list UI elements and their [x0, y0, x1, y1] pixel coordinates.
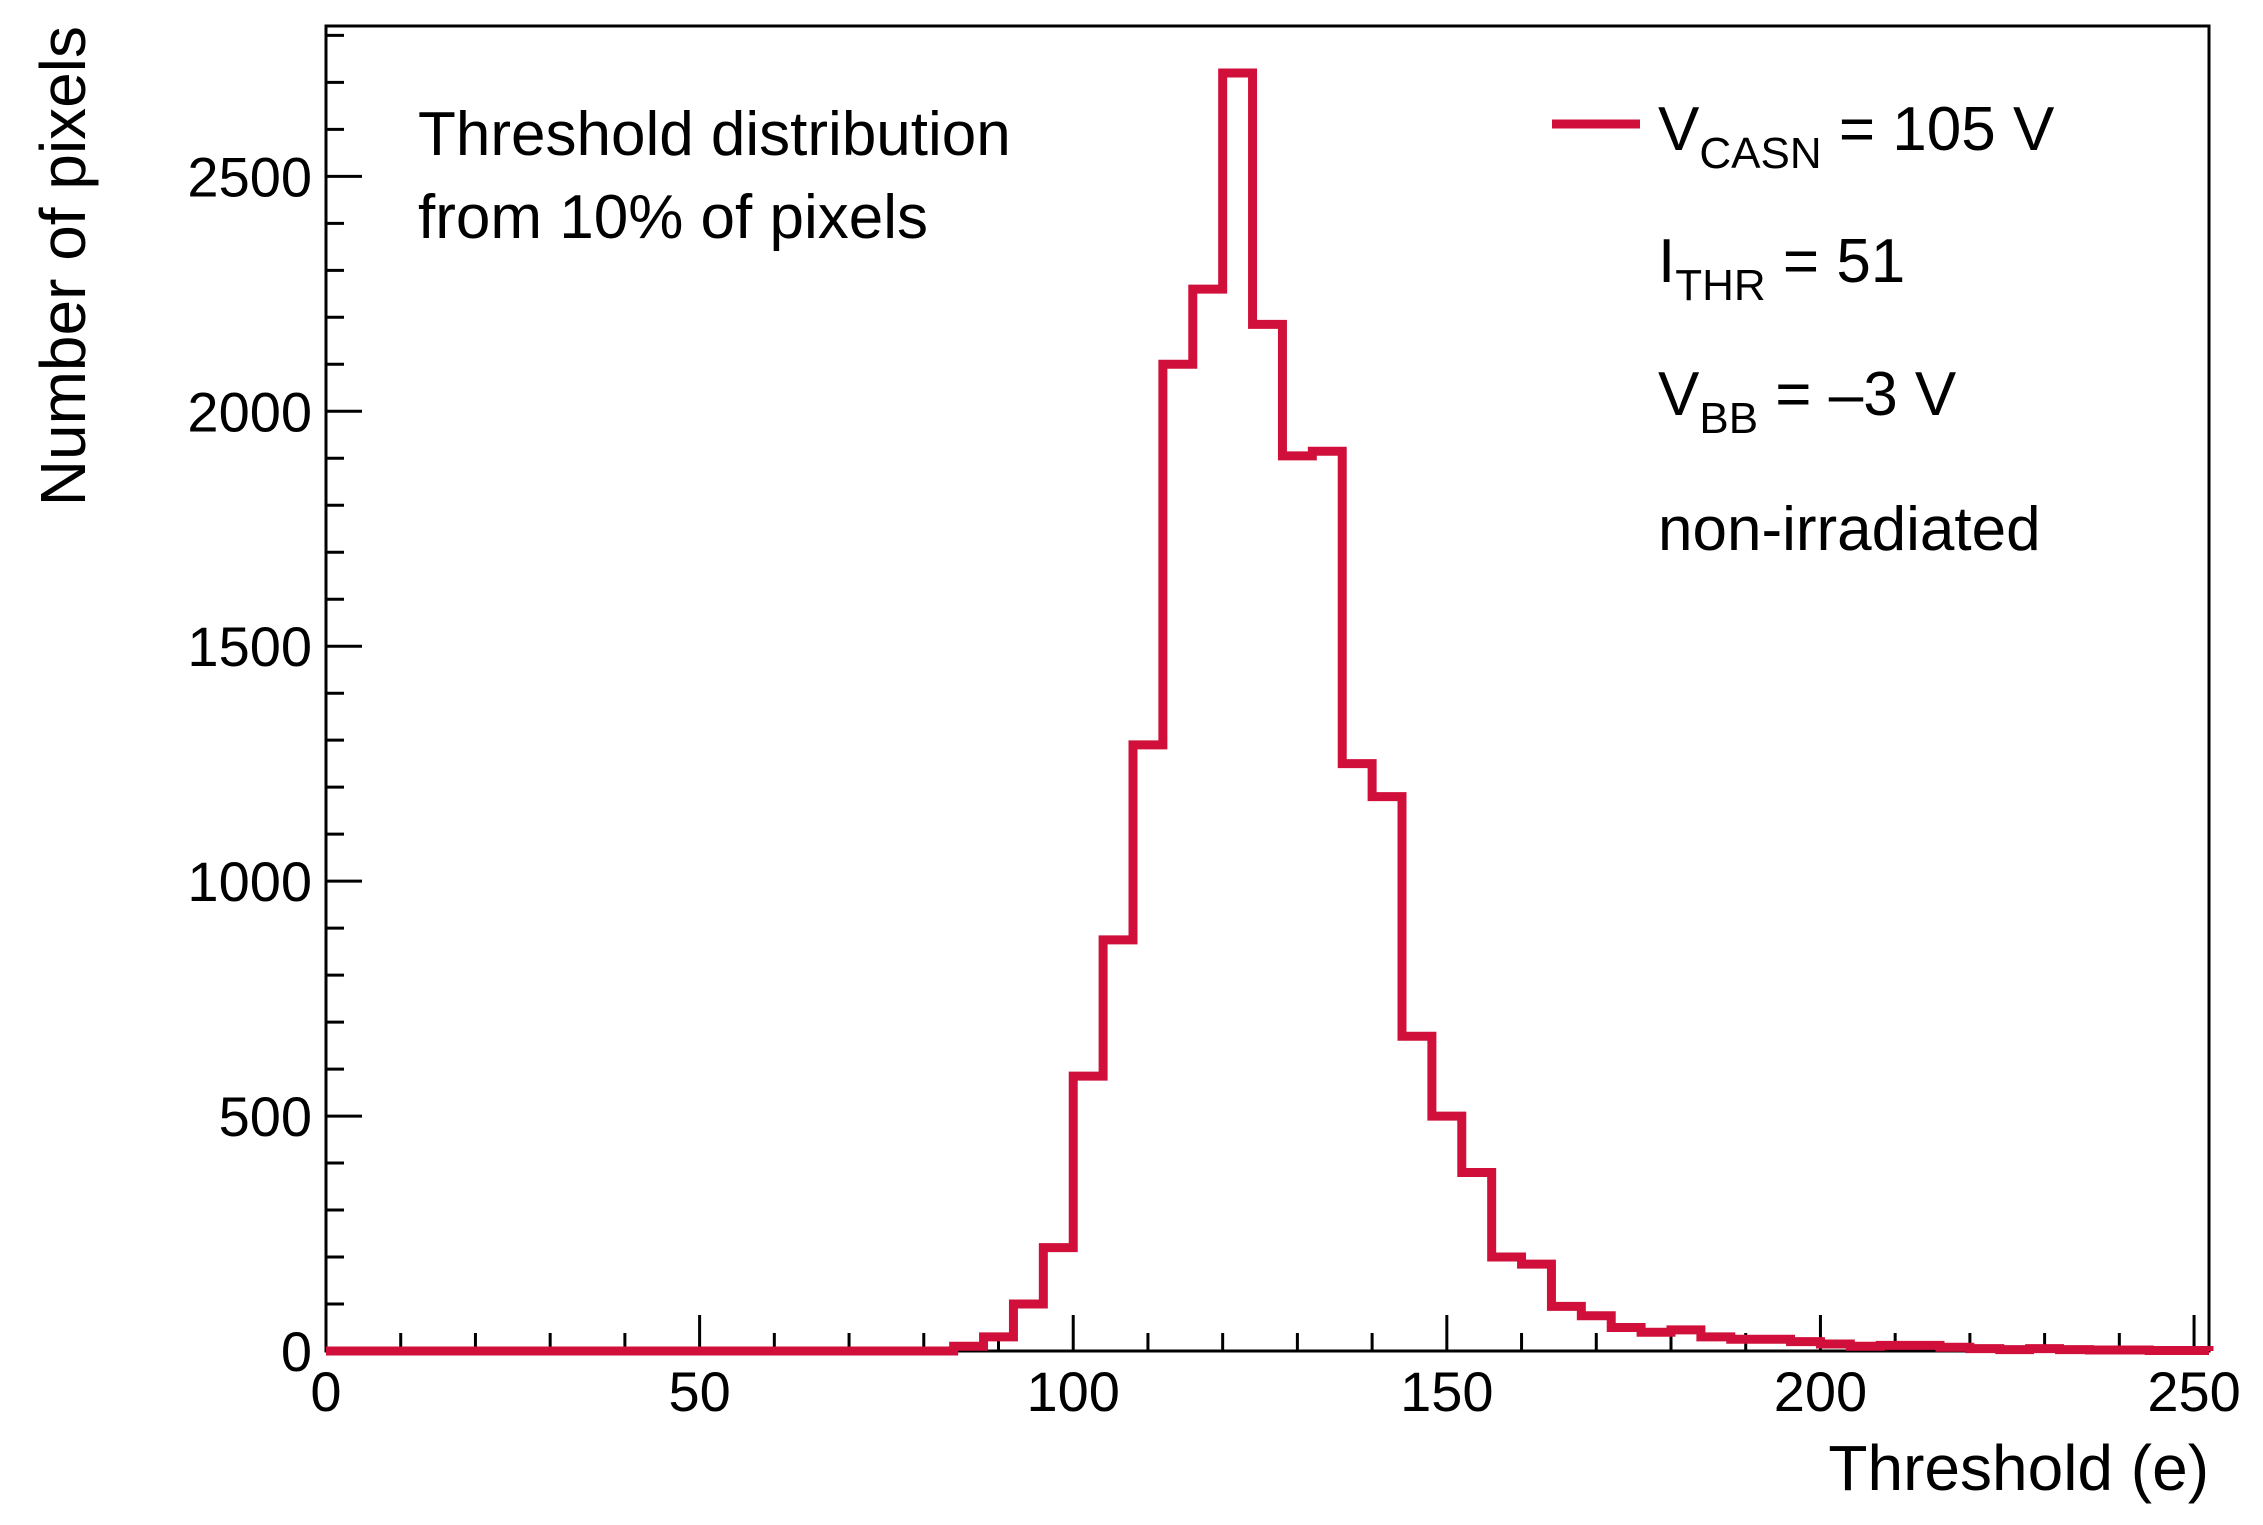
x-tick-label: 250: [2147, 1360, 2240, 1423]
x-tick-label: 50: [668, 1360, 730, 1423]
x-tick-label: 200: [1774, 1360, 1867, 1423]
x-tick-label: 150: [1400, 1360, 1493, 1423]
legend-ithr-sub: THR: [1675, 261, 1765, 310]
y-axis-ticks: 0 500 1000 1500 2000 2500: [187, 33, 362, 1383]
y-tick-label: 0: [281, 1320, 312, 1383]
legend-vbb: VBB = –3 V: [1658, 360, 1957, 443]
legend-vbb-sub: BB: [1699, 394, 1758, 443]
y-tick-label: 1500: [187, 615, 312, 678]
histogram-bin: [1253, 324, 1283, 1351]
legend-ithr-rest: = 51: [1766, 227, 1906, 296]
legend-vcasn-main: V: [1658, 95, 1700, 164]
y-axis-title: Number of pixels: [27, 26, 99, 506]
y-tick-label: 500: [219, 1085, 312, 1148]
x-axis-title: Threshold (e): [1828, 1432, 2209, 1504]
y-tick-label: 1000: [187, 850, 312, 913]
x-axis-ticks: 0 50 100 150 200 250: [310, 1315, 2241, 1423]
legend-vcasn-sub: CASN: [1699, 129, 1821, 178]
y-tick-label: 2000: [187, 380, 312, 443]
legend-entry-vcasn: VCASN = 105 V: [1658, 95, 2055, 178]
plot-frame: [324, 24, 2211, 1353]
histogram-bin: [1342, 764, 1372, 1351]
legend-ithr: ITHR = 51: [1658, 227, 1905, 310]
legend-ithr-main: I: [1658, 227, 1675, 296]
histogram-series-line: [326, 68, 2214, 1356]
series-layer: [326, 68, 2214, 1356]
histogram-bin: [1193, 289, 1223, 1351]
histogram-bin: [1492, 1257, 1522, 1351]
annotation-line-1: Threshold distribution: [418, 100, 1011, 169]
y-tick-label: 2500: [187, 145, 312, 208]
legend-vcasn-rest: = 105 V: [1822, 95, 2055, 164]
x-tick-label: 0: [310, 1360, 341, 1423]
x-tick-label: 100: [1027, 1360, 1120, 1423]
histogram-bin: [1282, 456, 1312, 1351]
legend-status: non-irradiated: [1658, 495, 2041, 564]
annotation-line-2: from 10% of pixels: [418, 183, 928, 252]
legend-vbb-main: V: [1658, 360, 1700, 429]
legend-vbb-rest: = –3 V: [1758, 360, 1957, 429]
